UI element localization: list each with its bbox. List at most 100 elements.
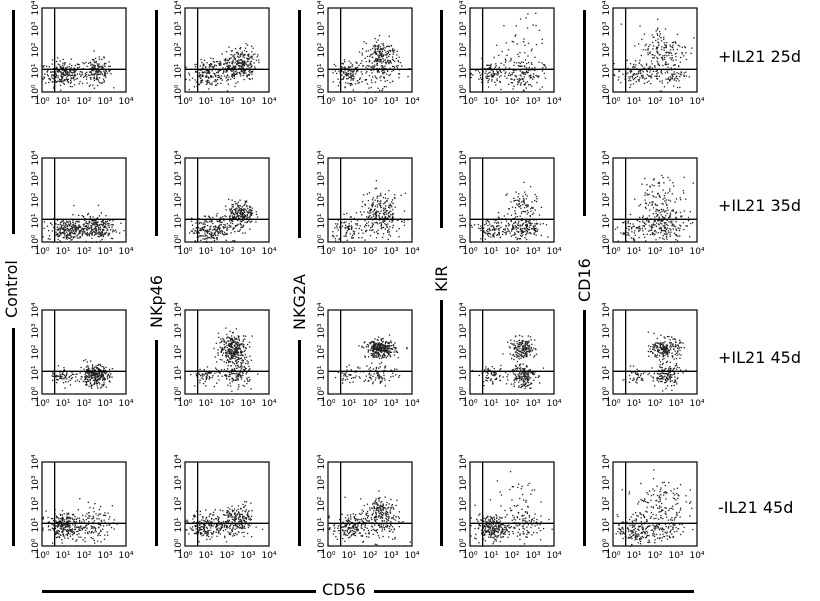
- event-dot: [230, 226, 232, 228]
- event-dot: [646, 74, 648, 76]
- event-dot: [80, 229, 82, 232]
- x-tick-label: 10³: [383, 247, 398, 257]
- event-dot: [233, 77, 235, 79]
- event-dot: [531, 222, 533, 225]
- event-dot: [112, 223, 114, 226]
- event-dot: [72, 224, 75, 227]
- event-dot: [678, 65, 680, 68]
- event-dot: [527, 61, 530, 64]
- event-dot: [59, 70, 61, 73]
- event-dot: [651, 203, 654, 205]
- event-dot: [72, 77, 74, 80]
- event-dot: [386, 56, 388, 58]
- event-dot: [240, 365, 242, 367]
- event-dot: [237, 358, 239, 360]
- event-dot: [536, 75, 538, 77]
- event-dot: [378, 51, 381, 53]
- event-dot: [655, 212, 657, 215]
- event-dot: [48, 81, 50, 84]
- event-dot: [199, 76, 201, 78]
- event-dot: [234, 348, 236, 350]
- event-dot: [633, 225, 635, 227]
- event-dot: [658, 54, 660, 56]
- event-dot: [646, 81, 648, 83]
- event-dot: [372, 347, 375, 349]
- event-dot: [384, 213, 386, 215]
- event-dot: [203, 71, 205, 73]
- event-dot: [202, 223, 204, 225]
- event-dot: [66, 78, 68, 81]
- event-dot: [361, 52, 363, 54]
- event-dot: [630, 227, 633, 229]
- event-dot: [658, 216, 660, 218]
- event-dot: [94, 222, 96, 224]
- event-dot: [244, 215, 246, 217]
- event-dot: [490, 67, 492, 69]
- event-dot: [90, 232, 92, 234]
- event-dot: [646, 189, 648, 191]
- event-dot: [661, 223, 663, 225]
- event-dot: [374, 44, 377, 47]
- event-dot: [102, 224, 104, 226]
- event-dot: [382, 212, 384, 215]
- event-dot: [386, 225, 388, 227]
- event-dot: [231, 341, 233, 343]
- event-dot: [345, 232, 347, 234]
- event-dot: [82, 67, 84, 70]
- event-dot: [213, 232, 216, 234]
- event-dot: [525, 220, 527, 222]
- event-dot: [66, 75, 68, 77]
- event-dot: [390, 210, 392, 212]
- event-dot: [206, 80, 208, 83]
- event-dot: [485, 76, 487, 78]
- event-dot: [674, 78, 676, 80]
- event-dot: [481, 73, 483, 75]
- event-dot: [517, 204, 519, 206]
- event-dot: [216, 382, 218, 384]
- event-dot: [81, 215, 83, 217]
- event-dot: [503, 25, 505, 27]
- event-dot: [228, 343, 230, 345]
- event-dot: [532, 225, 534, 227]
- event-dot: [490, 73, 493, 75]
- event-dot: [378, 55, 380, 57]
- event-dot: [230, 338, 232, 340]
- event-dot: [229, 209, 231, 212]
- event-dot: [403, 224, 406, 227]
- event-dot: [653, 234, 655, 236]
- event-dot: [350, 225, 352, 227]
- event-dot: [382, 47, 385, 49]
- event-dot: [658, 182, 660, 185]
- event-dot: [530, 228, 533, 230]
- event-dot: [99, 376, 101, 378]
- event-dot: [229, 382, 231, 384]
- event-dot: [242, 361, 244, 364]
- event-dot: [388, 352, 390, 354]
- event-dot: [102, 222, 105, 224]
- event-dot: [204, 238, 207, 240]
- event-dot: [97, 70, 99, 72]
- event-dot: [247, 216, 249, 218]
- event-dot: [486, 219, 488, 221]
- event-dot: [213, 385, 215, 388]
- event-dot: [662, 225, 664, 227]
- event-dot: [355, 371, 357, 373]
- event-dot: [202, 72, 204, 74]
- event-dot: [60, 241, 63, 243]
- event-dot: [517, 241, 519, 243]
- event-dot: [380, 222, 382, 224]
- event-dot: [509, 74, 511, 77]
- event-dot: [375, 53, 377, 55]
- event-dot: [123, 230, 125, 232]
- event-dot: [479, 227, 482, 230]
- event-dot: [495, 84, 497, 86]
- event-dot: [86, 222, 88, 225]
- event-dot: [368, 192, 371, 194]
- event-dot: [249, 216, 251, 218]
- event-dot: [337, 223, 339, 225]
- event-dot: [384, 220, 386, 222]
- event-dot: [510, 219, 512, 221]
- event-dot: [64, 224, 66, 226]
- event-dot: [662, 219, 664, 222]
- event-dot: [348, 364, 350, 366]
